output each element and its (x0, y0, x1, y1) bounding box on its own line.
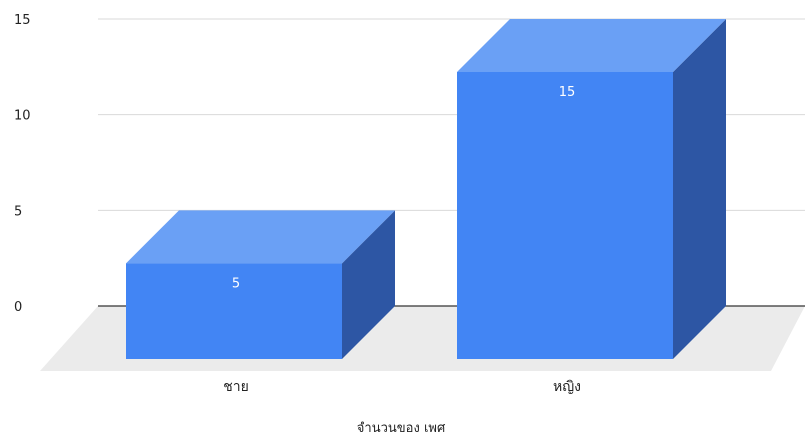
bar-front-face (126, 263, 342, 359)
bar-top-face (457, 19, 726, 72)
x-axis-category-labels: ชาย หญิง (223, 379, 581, 395)
x-category-label: ชาย (223, 379, 249, 395)
bar-data-label: 5 (232, 276, 240, 291)
y-axis-tick-labels: 0 5 10 15 (14, 13, 31, 315)
y-tick-label: 10 (14, 109, 31, 124)
bar-side-face (673, 19, 726, 359)
y-tick-label: 0 (14, 300, 22, 315)
x-axis-title: จำนวนของ เพศ (357, 421, 446, 436)
x-category-label: หญิง (553, 379, 581, 395)
bar-2: 15 (457, 19, 726, 359)
bar-1: 5 (126, 210, 395, 359)
bar-top-face (126, 210, 395, 264)
y-tick-label: 5 (14, 204, 22, 219)
bar-data-label: 15 (559, 85, 576, 100)
bar-front-face (457, 72, 673, 359)
y-tick-label: 15 (14, 13, 31, 28)
bars: 5 15 (126, 19, 726, 359)
bar-side-face (342, 210, 395, 359)
